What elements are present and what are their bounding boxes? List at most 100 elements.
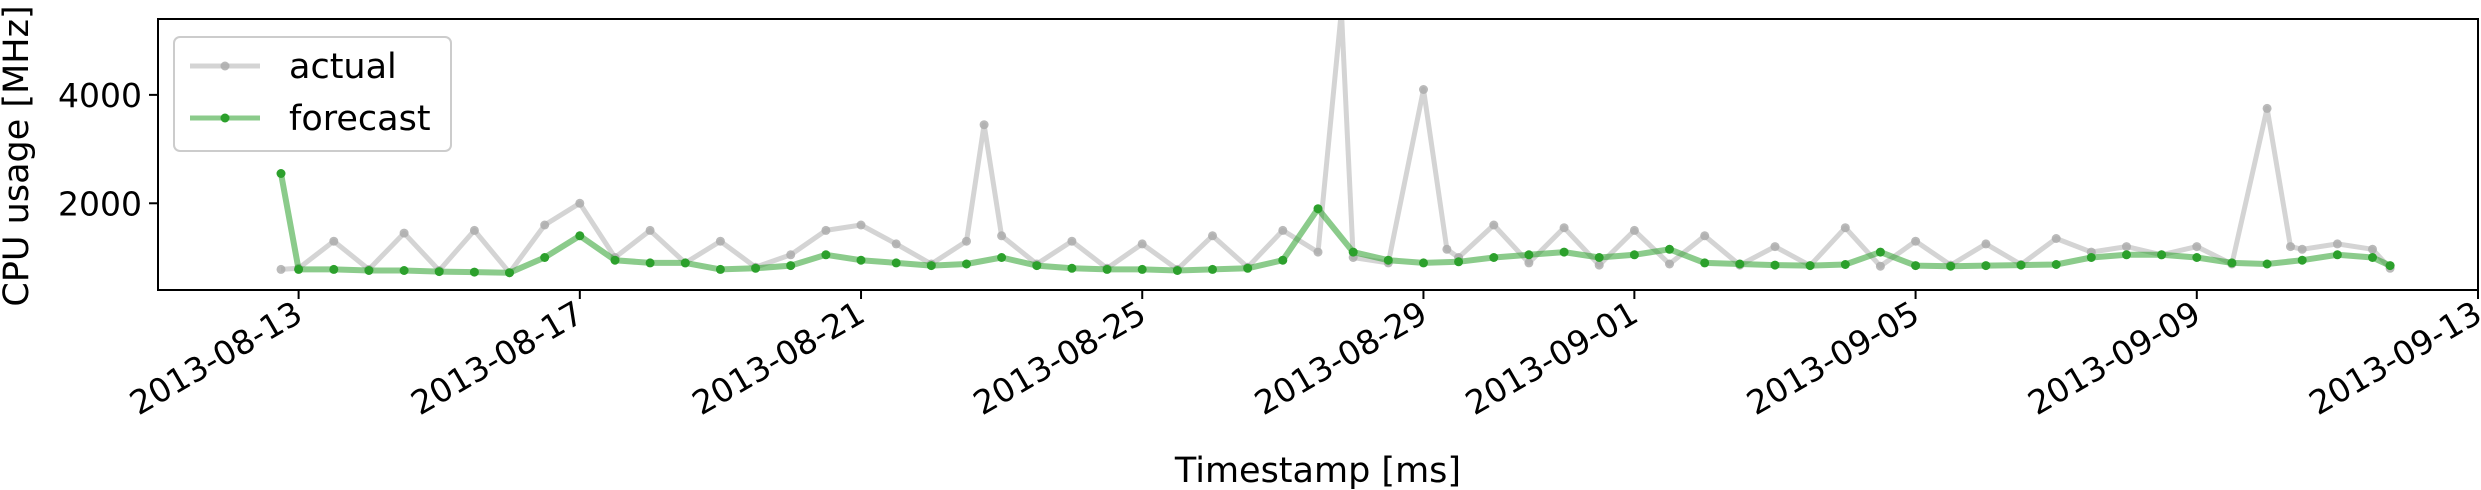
data-point-forecast bbox=[364, 266, 374, 275]
data-point-forecast bbox=[962, 259, 971, 269]
series-line-forecast bbox=[278, 172, 2392, 276]
data-point-forecast bbox=[1946, 261, 1956, 271]
data-point-actual bbox=[1278, 225, 1288, 235]
data-point-forecast bbox=[276, 169, 286, 178]
data-point-forecast bbox=[2192, 253, 2202, 262]
data-point-forecast bbox=[1594, 253, 1604, 262]
data-point-forecast bbox=[1524, 250, 1534, 260]
data-point-actual bbox=[2286, 242, 2295, 252]
data-point-actual bbox=[821, 225, 831, 235]
y-tick-label: 2000 bbox=[58, 184, 142, 223]
data-point-forecast bbox=[2297, 255, 2307, 265]
data-point-forecast bbox=[2122, 250, 2131, 260]
data-point-actual bbox=[1629, 225, 1639, 235]
data-point-forecast bbox=[680, 258, 690, 268]
data-point-forecast bbox=[2385, 261, 2395, 271]
data-point-forecast bbox=[2016, 260, 2026, 270]
data-point-actual bbox=[399, 228, 409, 238]
data-point-forecast bbox=[997, 253, 1007, 262]
data-point-actual bbox=[2122, 242, 2131, 252]
data-point-actual bbox=[1770, 242, 1780, 252]
data-point-forecast bbox=[926, 261, 936, 271]
data-point-forecast bbox=[434, 267, 444, 277]
data-point-forecast bbox=[610, 255, 620, 265]
data-point-actual bbox=[2192, 242, 2202, 252]
x-axis-label: Timestamp [ms] bbox=[1174, 451, 1461, 490]
data-point-actual bbox=[856, 220, 866, 230]
data-point-actual bbox=[1442, 244, 1452, 254]
data-point-actual bbox=[997, 231, 1007, 241]
data-point-forecast bbox=[2332, 250, 2342, 260]
data-point-forecast bbox=[1981, 261, 1991, 271]
data-point-forecast bbox=[1067, 263, 1077, 273]
data-point-forecast bbox=[1243, 263, 1253, 273]
data-point-forecast bbox=[1559, 247, 1569, 257]
data-point-actual bbox=[1067, 236, 1077, 246]
data-point-actual bbox=[1137, 239, 1147, 249]
data-point-actual bbox=[1911, 236, 1921, 246]
data-point-forecast bbox=[1032, 261, 1042, 271]
data-point-forecast bbox=[856, 255, 866, 265]
legend-forecast-marker bbox=[220, 113, 230, 123]
data-point-actual bbox=[2297, 244, 2307, 254]
data-point-forecast bbox=[891, 258, 901, 268]
data-point-forecast bbox=[1313, 204, 1323, 214]
data-point-forecast bbox=[715, 264, 725, 274]
data-point-actual bbox=[2332, 239, 2342, 249]
data-point-forecast bbox=[2227, 258, 2237, 268]
data-point-actual bbox=[2051, 234, 2061, 243]
data-point-forecast bbox=[1700, 258, 1710, 268]
data-point-actual bbox=[1208, 231, 1217, 241]
data-point-actual bbox=[962, 236, 971, 246]
data-point-actual bbox=[715, 236, 725, 246]
data-point-forecast bbox=[575, 231, 585, 241]
data-point-actual bbox=[1313, 247, 1323, 257]
data-point-actual bbox=[1875, 261, 1885, 271]
data-point-forecast bbox=[2262, 259, 2272, 269]
data-point-actual bbox=[1489, 220, 1499, 230]
data-point-forecast bbox=[1137, 264, 1147, 274]
y-axis-label: CPU usage [MHz] bbox=[0, 5, 37, 306]
y-tick-label: 4000 bbox=[58, 76, 142, 115]
data-point-actual bbox=[329, 236, 339, 246]
data-point-forecast bbox=[1102, 264, 1112, 274]
data-point-forecast bbox=[505, 268, 514, 278]
data-point-forecast bbox=[399, 266, 409, 275]
data-point-forecast bbox=[329, 264, 339, 274]
plot-series bbox=[276, 19, 2395, 278]
data-point-forecast bbox=[821, 250, 831, 260]
data-point-forecast bbox=[645, 258, 655, 268]
data-point-forecast bbox=[1770, 260, 1780, 270]
data-point-forecast bbox=[1383, 255, 1393, 265]
data-point-actual bbox=[540, 220, 550, 230]
data-point-forecast bbox=[540, 253, 550, 262]
series-line-actual bbox=[280, 19, 2392, 276]
data-point-forecast bbox=[751, 263, 761, 273]
legend: actual forecast bbox=[173, 36, 452, 152]
data-point-actual bbox=[575, 198, 585, 208]
data-point-actual bbox=[276, 264, 286, 274]
data-point-actual bbox=[891, 239, 901, 249]
data-point-forecast bbox=[2368, 253, 2377, 262]
data-point-actual bbox=[1559, 223, 1569, 233]
data-point-forecast bbox=[1629, 250, 1639, 260]
data-point-forecast bbox=[1911, 261, 1921, 271]
data-point-actual bbox=[469, 225, 479, 235]
data-point-actual bbox=[786, 250, 796, 260]
data-point-actual bbox=[2262, 103, 2272, 113]
data-point-actual bbox=[1594, 260, 1604, 270]
series-forecast bbox=[276, 169, 2395, 278]
data-point-forecast bbox=[1172, 266, 1182, 275]
data-point-forecast bbox=[1735, 259, 1745, 269]
data-point-forecast bbox=[1208, 264, 1217, 274]
data-point-actual bbox=[1419, 85, 1428, 94]
data-point-actual bbox=[979, 120, 989, 130]
data-point-forecast bbox=[786, 261, 796, 271]
data-point-forecast bbox=[2157, 250, 2167, 260]
data-point-actual bbox=[2368, 244, 2377, 254]
data-point-forecast bbox=[1840, 260, 1850, 269]
data-point-actual bbox=[645, 225, 655, 235]
data-point-forecast bbox=[1278, 255, 1288, 265]
data-point-forecast bbox=[294, 264, 304, 274]
